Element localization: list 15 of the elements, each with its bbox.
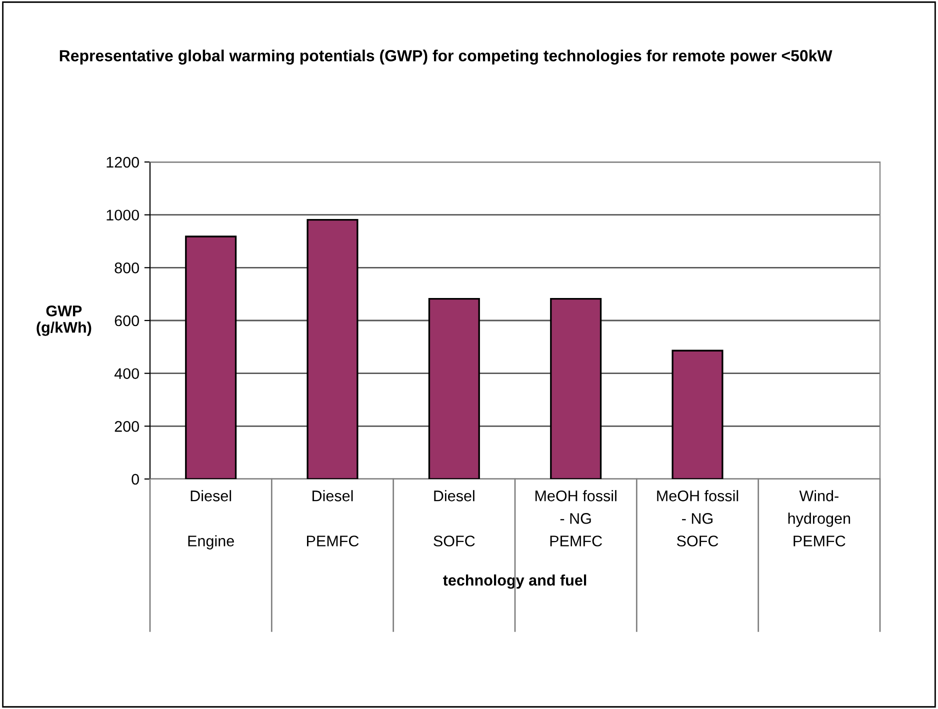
y-tick-label: 200 (114, 421, 139, 432)
y-tick-label: 1000 (106, 210, 139, 221)
y-axis-title: GWP (g/kWh) (36, 306, 92, 336)
category-label: Diesel Engine (188, 490, 234, 550)
x-axis-title: technology and fuel (443, 574, 586, 589)
chart-title: Representative global warming potentials (GWP) for competing technologies for remote power <50kW (60, 50, 832, 65)
y-tick-label: 800 (114, 262, 139, 274)
y-tick-label: 1200 (106, 156, 139, 168)
x-tick-label: MeOH fossil - NG PEMFC (535, 490, 616, 546)
y-tick-label: 400 (114, 368, 139, 380)
x-tick-label: Wind-hydrogen PEMFC (788, 490, 850, 546)
x-tick-label: MeOH fossil - NG SOFC (657, 490, 738, 546)
category-label: Diesel PEMFC (307, 490, 359, 546)
y-tick-label: 600 (114, 315, 139, 326)
y-tick-label: 0 (132, 474, 139, 485)
